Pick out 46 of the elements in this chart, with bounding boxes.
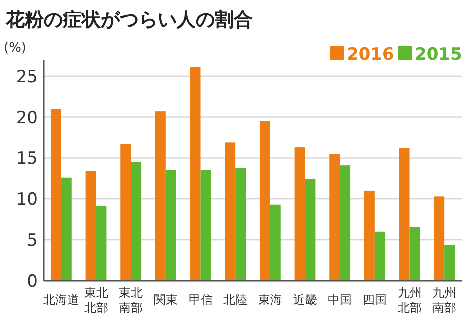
bar <box>364 190 375 281</box>
x-tick-label: 北陸 <box>224 293 248 307</box>
y-tick-label: 25 <box>16 67 38 88</box>
bar <box>434 196 445 281</box>
bar <box>96 206 107 281</box>
x-tick-label: 甲信 <box>188 293 213 307</box>
y-tick-label: 5 <box>27 231 38 252</box>
bar <box>330 154 340 281</box>
y-tick-label: 15 <box>16 149 38 170</box>
bar <box>340 166 351 281</box>
bar <box>444 244 456 281</box>
bar <box>236 168 246 281</box>
x-tick-label: 近畿 <box>293 293 318 307</box>
x-tick-label: 九州南部 <box>432 286 457 315</box>
legend-label: 2016 <box>347 45 394 65</box>
x-tick-label: 北海道 <box>43 293 80 307</box>
bar <box>131 162 142 281</box>
bar <box>260 121 270 281</box>
bar <box>155 112 166 281</box>
y-tick-label: 0 <box>27 272 38 292</box>
bar <box>120 144 132 281</box>
y-tick-label: 10 <box>16 190 38 210</box>
x-tick-label: 関東 <box>154 293 178 307</box>
bar <box>190 67 201 281</box>
y-axis-title: (%) <box>4 41 26 56</box>
bar <box>200 170 212 281</box>
bar <box>225 142 236 281</box>
x-tick-label: 四国 <box>362 293 387 307</box>
bar <box>61 178 72 281</box>
y-tick-label: 20 <box>16 108 38 128</box>
legend-label: 2015 <box>415 45 462 65</box>
x-tick-label: 東海 <box>258 293 282 307</box>
bar <box>305 180 316 281</box>
bar <box>270 204 281 281</box>
bar <box>50 109 62 281</box>
bar <box>399 148 410 281</box>
bar <box>294 148 306 281</box>
bar <box>86 171 96 281</box>
x-tick-label: 九州北部 <box>398 286 422 315</box>
x-tick-label: 中国 <box>328 293 352 307</box>
x-tick-label: 東北南部 <box>119 286 144 315</box>
chart-title: 花粉の症状がつらい人の割合 <box>5 9 253 31</box>
bar <box>374 232 386 281</box>
bar <box>166 170 176 281</box>
bar <box>410 226 420 281</box>
x-tick-label: 東北北部 <box>84 286 108 315</box>
